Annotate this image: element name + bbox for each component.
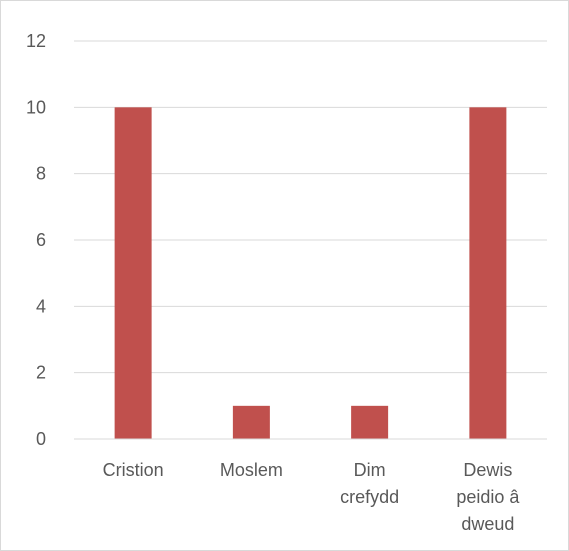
x-category-label-line: Moslem: [220, 460, 283, 480]
x-category-label: Moslem: [220, 460, 283, 480]
gridlines: [74, 40, 547, 374]
x-category-label: Cristion: [103, 460, 164, 480]
y-tick-label: 10: [26, 97, 46, 117]
bar-1: [232, 405, 270, 439]
x-category-label-line: Dewis: [463, 460, 512, 480]
y-axis-tick-labels: 0 2 4 6 8 10 12: [26, 31, 46, 449]
x-category-label-line: dweud: [461, 514, 514, 534]
x-category-label: Dewis peidio â dweud: [456, 460, 520, 534]
bar-2: [351, 405, 389, 439]
bar-3: [469, 107, 507, 439]
y-tick-label: 0: [36, 429, 46, 449]
y-tick-label: 12: [26, 31, 46, 51]
y-tick-label: 4: [36, 296, 46, 316]
x-category-label-line: crefydd: [340, 487, 399, 507]
x-category-label-line: peidio â: [456, 487, 520, 507]
y-tick-label: 2: [36, 363, 46, 383]
y-tick-label: 8: [36, 164, 46, 184]
x-category-label-line: Dim: [354, 460, 386, 480]
y-tick-label: 6: [36, 230, 46, 250]
x-axis-category-labels: Cristion Moslem Dim crefydd Dewis peidio â dwe…: [103, 460, 521, 534]
x-category-label: Dim crefydd: [340, 460, 399, 507]
x-category-label-line: Cristion: [103, 460, 164, 480]
bars: [114, 107, 507, 439]
bar-0: [114, 107, 152, 439]
